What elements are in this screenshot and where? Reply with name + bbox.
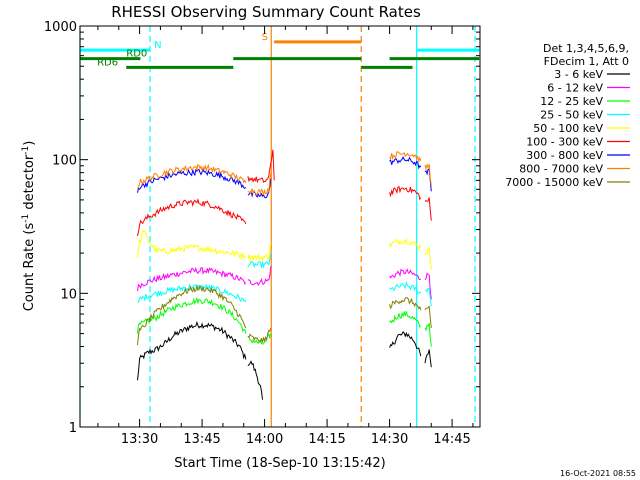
x-tick-label-3: 14:15 bbox=[308, 432, 345, 447]
chart-title: RHESSI Observing Summary Count Rates bbox=[111, 3, 421, 21]
status-bars: N S RD0 RD6 bbox=[80, 32, 480, 69]
series-line-7-3 bbox=[424, 163, 432, 186]
series-group bbox=[137, 149, 432, 400]
series-line-2-3 bbox=[424, 323, 432, 347]
series-7 bbox=[137, 151, 432, 196]
legend-label-3: 25 - 50 keV bbox=[540, 109, 603, 122]
series-6 bbox=[137, 155, 432, 199]
series-line-7-2 bbox=[389, 151, 422, 162]
legend-label-8: 7000 - 15000 keV bbox=[505, 176, 603, 189]
plot-frame bbox=[79, 25, 481, 428]
series-line-8-2 bbox=[389, 296, 422, 311]
series-line-5-1 bbox=[247, 149, 275, 184]
series-0 bbox=[137, 320, 432, 400]
status-bar-label-rd6: RD6 bbox=[97, 57, 118, 68]
axes: 13:30 13:45 14:00 14:15 14:30 14:45 1 10 100 1000 bbox=[44, 20, 481, 447]
series-line-1-1 bbox=[247, 265, 272, 287]
series-line-6-1 bbox=[247, 178, 272, 199]
series-4 bbox=[137, 229, 432, 270]
y-axis-label-sup2: -1 bbox=[21, 146, 31, 155]
legend-label-7: 800 - 7000 keV bbox=[519, 163, 603, 176]
legend-label-2: 12 - 25 keV bbox=[540, 95, 603, 108]
y-axis-label-sup1: -1 bbox=[21, 214, 31, 223]
legend-label-1: 6 - 12 keV bbox=[547, 82, 603, 95]
series-1 bbox=[137, 265, 432, 300]
series-line-6-2 bbox=[389, 155, 422, 170]
series-line-1-3 bbox=[424, 272, 432, 300]
status-bar-label-rd0: RD0 bbox=[126, 49, 147, 60]
legend-label-6: 300 - 800 keV bbox=[526, 149, 603, 162]
legend-label-4: 50 - 100 keV bbox=[533, 122, 603, 135]
y-tick-label-3: 1000 bbox=[44, 20, 77, 35]
series-line-5-3 bbox=[424, 197, 432, 221]
series-line-0-2 bbox=[389, 331, 422, 357]
y-axis-label: Count Rate (s-1 detector-1) bbox=[21, 141, 37, 312]
series-line-7-1 bbox=[247, 172, 272, 196]
series-5 bbox=[137, 149, 432, 237]
series-line-2-0 bbox=[137, 296, 247, 334]
legend: Det 1,3,4,5,6,9,FDecim 1, Att 03 - 6 keV… bbox=[505, 42, 630, 189]
series-line-1-2 bbox=[389, 268, 422, 281]
series-line-5-2 bbox=[389, 185, 422, 201]
series-line-3-2 bbox=[389, 281, 422, 295]
status-bar-label-s: S bbox=[262, 32, 268, 43]
series-line-1-0 bbox=[137, 266, 247, 292]
series-line-5-0 bbox=[137, 197, 247, 237]
x-tick-label-5: 14:45 bbox=[433, 432, 470, 447]
series-line-7-0 bbox=[137, 163, 247, 189]
x-axis-label: Start Time (18-Sep-10 13:15:42) bbox=[174, 456, 385, 471]
x-tick-label-1: 13:45 bbox=[183, 432, 220, 447]
series-line-6-0 bbox=[137, 168, 247, 193]
legend-header-0: Det 1,3,4,5,6,9, bbox=[543, 42, 629, 55]
series-line-4-0 bbox=[137, 229, 247, 260]
legend-header-1: FDecim 1, Att 0 bbox=[544, 55, 629, 68]
series-8 bbox=[137, 285, 432, 346]
y-axis-label-mid: detector bbox=[22, 154, 37, 214]
series-line-3-0 bbox=[137, 283, 247, 303]
series-line-4-3 bbox=[424, 246, 432, 270]
series-line-0-3 bbox=[424, 349, 432, 368]
series-line-3-1 bbox=[247, 253, 272, 269]
series-line-4-1 bbox=[247, 242, 272, 262]
status-bar-label-n: N bbox=[154, 40, 161, 51]
y-tick-label-1: 10 bbox=[60, 287, 77, 302]
series-line-3-3 bbox=[424, 287, 432, 307]
timestamp: 16-Oct-2021 08:55 bbox=[560, 469, 636, 478]
series-line-8-1 bbox=[247, 327, 272, 343]
legend-label-0: 3 - 6 keV bbox=[554, 68, 603, 81]
series-line-8-0 bbox=[137, 285, 247, 346]
series-line-2-2 bbox=[389, 310, 421, 328]
y-tick-label-0: 1 bbox=[69, 421, 77, 436]
x-tick-label-0: 13:30 bbox=[121, 432, 158, 447]
x-tick-label-4: 14:30 bbox=[371, 432, 408, 447]
series-2 bbox=[137, 296, 432, 347]
y-axis-label-end: ) bbox=[22, 141, 37, 146]
legend-label-5: 100 - 300 keV bbox=[526, 136, 603, 149]
y-axis-label-main: Count Rate (s bbox=[22, 223, 37, 312]
series-line-0-1 bbox=[247, 360, 263, 400]
x-tick-label-2: 14:00 bbox=[246, 432, 283, 447]
y-tick-label-2: 100 bbox=[52, 154, 77, 169]
series-line-4-2 bbox=[389, 237, 422, 251]
series-3 bbox=[137, 253, 432, 307]
series-line-0-0 bbox=[137, 320, 247, 381]
series-line-8-3 bbox=[424, 305, 432, 329]
